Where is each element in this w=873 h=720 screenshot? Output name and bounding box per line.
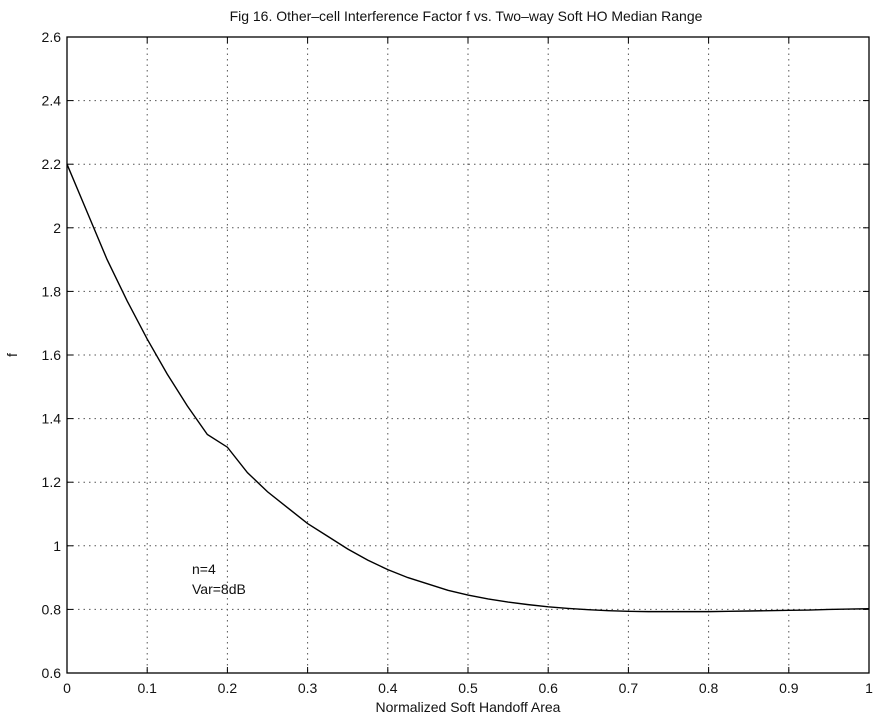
ticks bbox=[66, 36, 870, 674]
y-tick-label: 0.6 bbox=[42, 665, 62, 681]
y-tick-label: 2.6 bbox=[42, 29, 62, 45]
x-tick-label: 0.2 bbox=[218, 680, 238, 696]
annotation-n: n=4 bbox=[192, 561, 216, 577]
x-tick-label: 0.4 bbox=[378, 680, 398, 696]
x-tick-label: 0.3 bbox=[298, 680, 318, 696]
y-tick-label: 0.8 bbox=[42, 601, 62, 617]
x-tick-label: 0.6 bbox=[538, 680, 558, 696]
x-tick-label: 0.1 bbox=[137, 680, 157, 696]
y-tick-labels: 0.6 0.8 1 1.2 1.4 1.6 1.8 2 2.2 2.4 2.6 bbox=[42, 29, 62, 681]
x-tick-label: 0 bbox=[63, 680, 71, 696]
x-tick-label: 0.9 bbox=[779, 680, 799, 696]
series-line-f bbox=[66, 163, 870, 613]
y-tick-label: 1.4 bbox=[42, 411, 62, 427]
y-tick-label: 2.4 bbox=[42, 93, 62, 109]
chart-title: Fig 16. Other–cell Interference Factor f… bbox=[230, 8, 703, 24]
y-tick-label: 1.2 bbox=[42, 474, 62, 490]
y-tick-label: 1.6 bbox=[42, 347, 62, 363]
grid bbox=[67, 37, 869, 673]
plot-frame bbox=[66, 36, 870, 674]
x-axis-label: Normalized Soft Handoff Area bbox=[376, 699, 561, 715]
x-tick-label: 1 bbox=[865, 680, 873, 696]
y-axis-label: f bbox=[4, 353, 20, 357]
y-tick-label: 2.2 bbox=[42, 156, 62, 172]
x-tick-label: 0.7 bbox=[619, 680, 639, 696]
x-tick-labels: 0 0.1 0.2 0.3 0.4 0.5 0.6 0.7 0.8 0.9 1 bbox=[63, 680, 873, 696]
x-tick-label: 0.8 bbox=[699, 680, 719, 696]
y-tick-label: 1.8 bbox=[42, 283, 62, 299]
y-tick-label: 1 bbox=[53, 538, 61, 554]
y-tick-label: 2 bbox=[53, 220, 61, 236]
annotation-var: Var=8dB bbox=[192, 581, 246, 597]
x-tick-label: 0.5 bbox=[458, 680, 478, 696]
